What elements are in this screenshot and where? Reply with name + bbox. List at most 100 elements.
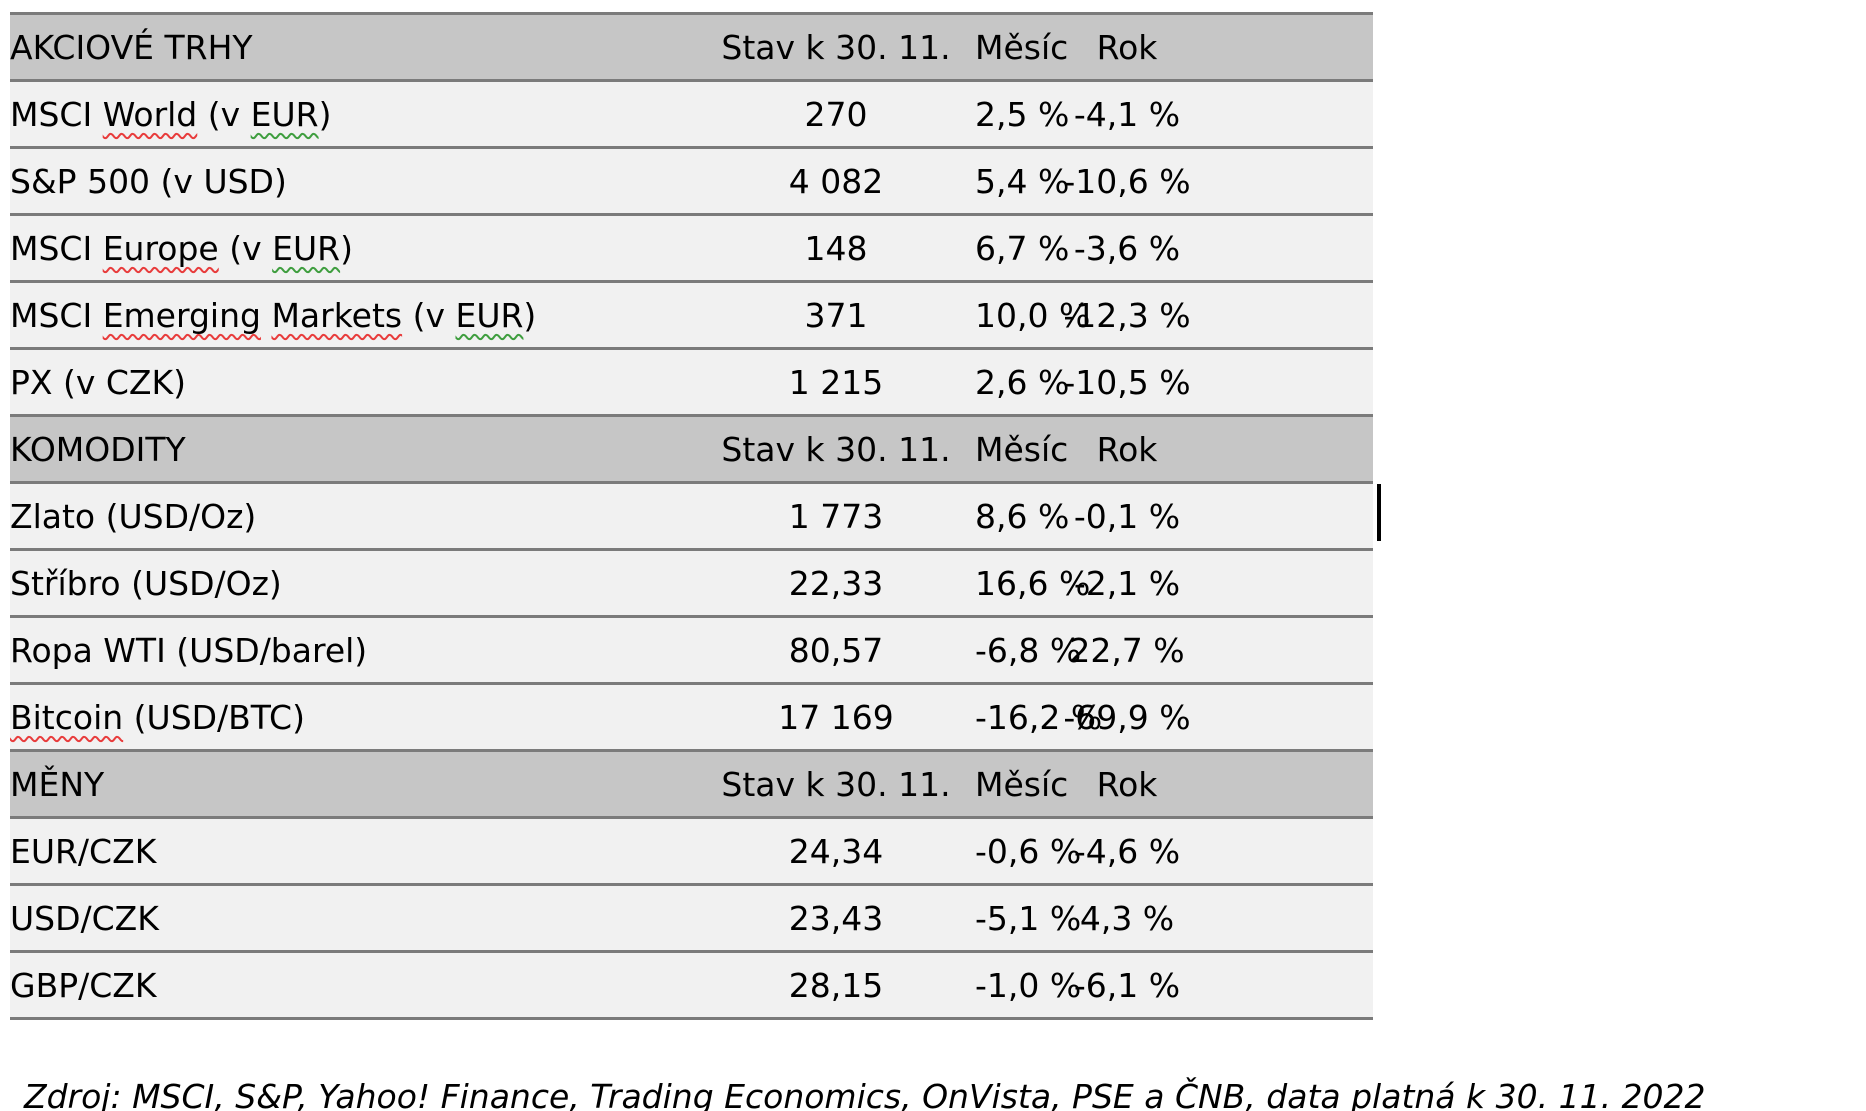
row-label: EUR/CZK: [10, 817, 697, 886]
cell-value: 22,33: [697, 549, 975, 618]
empty-cell: [1192, 482, 1373, 551]
row-label: USD/CZK: [10, 884, 697, 953]
text-segment: [261, 296, 272, 335]
table-row: S&P 500 (v USD) 4 082 5,4 % -10,6 %: [10, 147, 1373, 216]
row-label: MSCI Europe (v EUR): [10, 214, 697, 283]
cell-month: 2,5 %: [975, 80, 1069, 149]
cell-month: 16,6 %: [975, 549, 1090, 618]
empty-cell: [1192, 951, 1373, 1020]
cell-month: 2,6 %: [975, 348, 1069, 417]
table-row: USD/CZK 23,43 -5,1 % 4,3 %: [10, 884, 1373, 953]
row-label: S&P 500 (v USD): [10, 147, 697, 216]
cell-value: 4 082: [697, 147, 975, 216]
table-row: Zlato (USD/Oz) 1 773 8,6 % -0,1 %: [10, 482, 1373, 551]
section-header-row: AKCIOVÉ TRHY Stav k 30. 11. Měsíc Rok: [10, 13, 1373, 82]
cell-value: 1 773: [697, 482, 975, 551]
spellcheck-underlined-text: Markets: [271, 295, 403, 335]
column-header: Stav k 30. 11.: [697, 415, 975, 484]
cell-month: -1,0 %: [975, 951, 1081, 1020]
cell-year: -3,6 %: [1062, 214, 1192, 283]
table-row: Bitcoin (USD/BTC) 17 169 -16,2 % -69,9 %: [10, 683, 1373, 752]
table-row: Ropa WTI (USD/barel) 80,57 -6,8 % 22,7 %: [10, 616, 1373, 685]
financial-table-body: AKCIOVÉ TRHY Stav k 30. 11. Měsíc Rok MSCI W…: [10, 13, 1373, 1020]
section-header-row: KOMODITY Stav k 30. 11. Měsíc Rok: [10, 415, 1373, 484]
empty-cell: [1192, 884, 1373, 953]
row-label: GBP/CZK: [10, 951, 697, 1020]
spellcheck-underlined-text: Emerging: [102, 295, 261, 335]
section-header-row: MĚNY Stav k 30. 11. Měsíc Rok: [10, 750, 1373, 819]
text-segment: (USD/BTC): [123, 697, 305, 737]
empty-cell: [1192, 549, 1373, 618]
row-label: PX (v CZK): [10, 348, 697, 417]
column-header: Rok: [1062, 750, 1192, 819]
financial-table: AKCIOVÉ TRHY Stav k 30. 11. Měsíc Rok MSCI W…: [10, 12, 1373, 1020]
column-header: Měsíc: [975, 750, 1068, 819]
table-row: MSCI Emerging Markets (v EUR) 371 10,0 % -1…: [10, 281, 1373, 350]
cell-year: -0,1 %: [1062, 482, 1192, 551]
cell-month: -16,2 %: [975, 683, 1102, 752]
text-segment: MSCI: [10, 228, 103, 268]
text-segment: (v: [218, 228, 273, 268]
section-title: MĚNY: [10, 750, 697, 819]
spellcheck-underlined-text: Trading Economics: [590, 1077, 902, 1111]
row-label: Ropa WTI (USD/barel): [10, 616, 697, 685]
cell-year: -2,1 %: [1062, 549, 1192, 618]
cell-value: 24,34: [697, 817, 975, 886]
empty-cell: [1192, 348, 1373, 417]
spellcheck-underlined-text: Bitcoin: [10, 697, 124, 737]
text-segment: Zlato (USD/Oz): [10, 496, 257, 536]
cell-year: -10,6 %: [1062, 147, 1192, 216]
empty-cell: [1192, 80, 1373, 149]
cell-value: 270: [697, 80, 975, 149]
cell-month: 5,4 %: [975, 147, 1069, 216]
cell-value: 148: [697, 214, 975, 283]
cell-value: 17 169: [697, 683, 975, 752]
cell-month: -5,1 %: [975, 884, 1081, 953]
spellcheck-underlined-text: Europe: [102, 228, 219, 268]
cell-year: -4,6 %: [1062, 817, 1192, 886]
source-note: Zdroj: MSCI, S&P, Yahoo! Finance, Tradin…: [24, 1073, 1706, 1111]
column-header: Stav k 30. 11.: [697, 13, 975, 82]
text-segment: (v: [402, 295, 456, 335]
cell-year: 22,7 %: [1062, 616, 1192, 685]
column-header: Měsíc: [975, 13, 1068, 82]
row-label: MSCI Emerging Markets (v EUR): [10, 281, 697, 350]
empty-cell: [1192, 415, 1373, 484]
grammar-underlined-text: EUR: [455, 295, 524, 335]
cell-year: -12,3 %: [1062, 281, 1192, 350]
text-segment: Zdroj: MSCI, S&P, Yahoo! Finance,: [24, 1077, 591, 1111]
table-row: MSCI Europe (v EUR) 148 6,7 % -3,6 %: [10, 214, 1373, 283]
section-title: KOMODITY: [10, 415, 697, 484]
text-segment: S&P 500 (v USD): [10, 161, 287, 201]
cell-value: 80,57: [697, 616, 975, 685]
cell-year: 4,3 %: [1062, 884, 1192, 953]
cell-value: 23,43: [697, 884, 975, 953]
table-row: PX (v CZK) 1 215 2,6 % -10,5 %: [10, 348, 1373, 417]
text-cursor: [1377, 484, 1381, 541]
table-row: MSCI World (v EUR) 270 2,5 % -4,1 %: [10, 80, 1373, 149]
empty-cell: [1192, 281, 1373, 350]
text-segment: PX (v CZK): [10, 362, 187, 402]
table-row: EUR/CZK 24,34 -0,6 % -4,6 %: [10, 817, 1373, 886]
column-header: Rok: [1062, 13, 1192, 82]
cell-month: 10,0 %: [975, 281, 1090, 350]
spellcheck-underlined-text: OnVista: [922, 1077, 1052, 1111]
row-label: Bitcoin (USD/BTC): [10, 683, 697, 752]
cell-month: -6,8 %: [975, 616, 1081, 685]
cell-year: -6,1 %: [1062, 951, 1192, 1020]
grammar-underlined-text: EUR: [272, 228, 341, 268]
row-label: MSCI World (v EUR): [10, 80, 697, 149]
row-label: Stříbro (USD/Oz): [10, 549, 697, 618]
empty-cell: [1192, 683, 1373, 752]
cell-month: 6,7 %: [975, 214, 1069, 283]
empty-cell: [1192, 13, 1373, 82]
cell-value: 28,15: [697, 951, 975, 1020]
row-label: Zlato (USD/Oz): [10, 482, 697, 551]
text-segment: , PSE a ČNB, data platná k 30. 11. 2022: [1051, 1077, 1706, 1111]
cell-year: -69,9 %: [1062, 683, 1192, 752]
text-segment: EUR/CZK: [10, 831, 157, 871]
empty-cell: [1192, 616, 1373, 685]
spellcheck-underlined-text: World: [102, 94, 198, 134]
empty-cell: [1192, 214, 1373, 283]
